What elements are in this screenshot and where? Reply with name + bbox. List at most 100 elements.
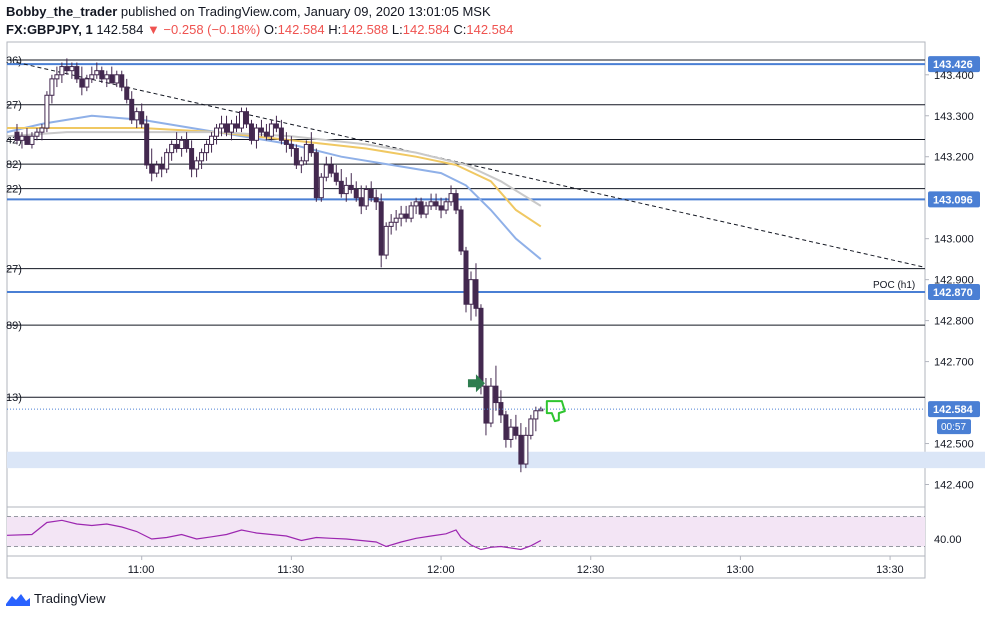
candle-body-up <box>154 164 160 174</box>
x-tick-label: 12:00 <box>427 564 455 576</box>
y-tick-label: 142.800 <box>934 316 974 328</box>
candle-body-down <box>258 127 264 133</box>
open-label: O: <box>263 22 278 37</box>
candle-body-up <box>54 74 60 80</box>
candle-body-up <box>164 152 170 170</box>
candle <box>498 390 504 424</box>
candle-body-down <box>308 143 314 154</box>
candle <box>189 140 195 178</box>
candle <box>353 181 359 202</box>
level-label: 13) <box>6 392 22 404</box>
candle-body-up <box>194 160 200 170</box>
candle <box>34 128 40 141</box>
candle <box>253 123 259 149</box>
candle-body-down <box>119 74 125 88</box>
candle-body-down <box>144 123 150 166</box>
candle <box>74 62 80 83</box>
rsi-line <box>6 519 542 551</box>
candle-body-up <box>398 213 404 219</box>
countdown-value: 00:57 <box>941 422 966 433</box>
candle <box>199 148 205 170</box>
candle-body-down <box>338 180 344 195</box>
candle <box>79 66 85 96</box>
candle-body-down <box>129 98 135 121</box>
candle-body-up <box>388 221 394 227</box>
candle-body-down <box>438 205 444 211</box>
candle <box>104 70 110 88</box>
candle <box>388 214 394 235</box>
candle-body-up <box>69 66 75 72</box>
candle <box>94 62 100 79</box>
candle-body-down <box>493 385 499 404</box>
author-name[interactable]: Bobby_the_trader <box>6 4 118 19</box>
low-label: L: <box>391 22 403 37</box>
x-tick-label: 13:00 <box>726 564 754 576</box>
candle-body-down <box>124 86 130 100</box>
key-level-value: 143.426 <box>933 59 973 71</box>
candle <box>44 91 50 133</box>
candle <box>453 189 459 215</box>
candle-body-up <box>448 193 454 203</box>
candle <box>119 70 125 92</box>
candle <box>413 197 419 215</box>
candle-body-up <box>428 201 434 207</box>
brand-name[interactable]: TradingView <box>34 591 106 606</box>
candle-body-up <box>508 426 514 440</box>
candle <box>538 406 544 412</box>
candle <box>229 119 235 141</box>
candle <box>343 177 349 202</box>
candle <box>238 107 244 133</box>
candle-body-up <box>413 201 419 207</box>
candle <box>458 205 464 256</box>
candle-body-down <box>174 143 180 150</box>
candle <box>258 119 264 137</box>
key-level-tag <box>928 191 980 208</box>
y-tick-label: 143.000 <box>934 234 974 246</box>
candle <box>448 185 454 206</box>
candle <box>273 115 279 133</box>
candle-body-down <box>109 74 115 84</box>
candle-body-up <box>214 127 220 137</box>
support-zone <box>7 451 925 469</box>
y-tick-label: 142.900 <box>934 275 974 287</box>
chart-header: Bobby_the_trader published on TradingVie… <box>6 3 513 39</box>
candle-body-down <box>99 70 105 80</box>
candle-body-up <box>323 164 329 178</box>
candle <box>159 156 165 178</box>
candle <box>234 115 239 133</box>
countdown-tag <box>937 419 971 435</box>
candle-body-up <box>363 189 369 207</box>
candle-body-down <box>483 385 489 424</box>
candle <box>184 132 190 153</box>
candle <box>518 423 524 473</box>
candle <box>224 115 230 137</box>
candle-body-down <box>248 123 254 141</box>
candle <box>523 427 529 469</box>
candle <box>408 201 414 223</box>
y-tick-label: 142.400 <box>934 480 974 492</box>
trendline <box>16 61 926 268</box>
candle <box>209 132 215 153</box>
candle-body-up <box>488 385 494 424</box>
level-label: 27) <box>6 264 22 276</box>
candle-body-up <box>199 152 205 162</box>
candle <box>508 418 514 448</box>
candle-body-up <box>443 201 449 211</box>
candle-body-down <box>273 123 279 129</box>
candle <box>378 193 384 268</box>
candle <box>418 197 424 219</box>
candle-body-down <box>189 148 195 170</box>
candle-body-down <box>418 201 424 215</box>
candle-body-down <box>348 184 354 191</box>
publish-info: published on TradingView.com, January 09… <box>117 4 491 19</box>
candle <box>393 209 399 231</box>
candle <box>263 123 269 141</box>
candle <box>54 66 60 88</box>
candle-body-down <box>513 426 519 436</box>
candle-body-up <box>59 66 65 76</box>
candle <box>313 148 319 202</box>
y-tick-label: 143.400 <box>934 70 974 82</box>
candle-body-down <box>378 201 384 256</box>
candle-body-up <box>393 217 399 223</box>
